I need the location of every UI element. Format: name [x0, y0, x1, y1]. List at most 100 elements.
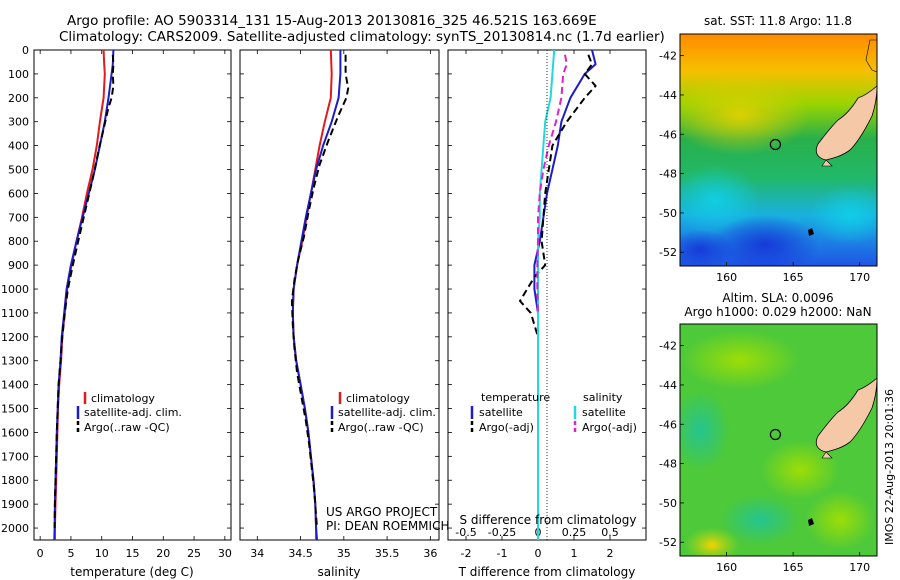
depth-tick-label: 2000 [1, 522, 29, 535]
sla-map-frame [679, 323, 878, 557]
map-y-tick-label: -46 [659, 128, 677, 141]
timestamp-watermark: IMOS 22-Aug-2013 20:01:36 [883, 389, 896, 545]
argo-location-marker [769, 138, 782, 151]
x-tick-label: 5 [67, 547, 74, 560]
depth-tick-label: 500 [8, 164, 29, 177]
depth-tick-label: 300 [8, 116, 29, 129]
map-x-tick-label: 165 [783, 271, 804, 284]
x-tick-label: 10 [95, 547, 109, 560]
series-line-satellite-adj-clim- [291, 50, 342, 541]
series-line-temperature-satellite [533, 49, 597, 540]
land-shape [815, 324, 877, 453]
map-y-tick-label: -50 [659, 207, 677, 220]
x-tick-label: 34.5 [288, 547, 313, 560]
x-tick-label: -2 [461, 547, 472, 560]
x-tick-label: 2 [607, 547, 614, 560]
map-x-tick-label: 170 [849, 271, 870, 284]
series-line-argo-raw-qc- [290, 54, 350, 529]
project-credit-line2: PI: DEAN ROEMMICH [326, 519, 449, 533]
depth-tick-label: 800 [8, 235, 29, 248]
map-y-tick-label: -48 [659, 168, 677, 181]
depth-tick-label: 1500 [1, 403, 29, 416]
map-y-tick-label: -46 [659, 418, 677, 431]
depth-tick-label: 600 [8, 187, 29, 200]
map-y-tick-label: -52 [659, 536, 677, 549]
depth-tick-label: 1700 [1, 450, 29, 463]
sst-map [680, 34, 877, 266]
depth-tick-label: 1600 [1, 426, 29, 439]
chart-title-line2: Climatology: CARS2009. Satellite-adjuste… [59, 29, 665, 45]
legend-temp-argo-label: Argo(-adj) [479, 421, 534, 434]
depth-tick-label: 400 [8, 140, 29, 153]
depth-tick-label: 700 [8, 211, 29, 224]
x-tick-label: 35.5 [375, 547, 400, 560]
map-y-tick-label: -42 [659, 50, 677, 63]
series-line-temperature-argo-adj- [519, 54, 597, 528]
x-tick-label: 35 [337, 547, 351, 560]
sla-map-title-line2: Argo h1000: 0.029 h2000: NaN [684, 305, 871, 319]
legend-temperature-head: temperature [481, 391, 550, 404]
series-line-argo-raw-qc- [53, 54, 115, 529]
depth-tick-label: 1100 [1, 307, 29, 320]
map-y-tick-label: -52 [659, 246, 677, 259]
legend-climatology-label: climatology [91, 392, 155, 405]
temperature-panel [33, 49, 232, 541]
map-x-tick-label: 165 [783, 561, 804, 574]
salinity-xlabel: salinity [317, 565, 360, 579]
sla-map-title-line1: Altim. SLA: 0.0096 [722, 291, 833, 305]
legend-satellite-label: satellite-adj. clim. [84, 406, 182, 419]
x-tick-label: 20 [156, 547, 170, 560]
depth-tick-label: 100 [8, 68, 29, 81]
map-x-tick-label: 160 [716, 271, 737, 284]
sla-map [680, 324, 877, 556]
depth-tick-label: 0 [22, 44, 29, 57]
salinity-legend: climatology satellite-adj. clim. Argo(..… [330, 392, 436, 434]
sst-map-title: sat. SST: 11.8 Argo: 11.8 [704, 14, 852, 28]
temperature-xlabel: temperature (deg C) [70, 565, 193, 579]
sst-map-ticks: 160 165 170 -42 -44 -46 -48 -50 -52 [659, 50, 870, 284]
profile-lines [53, 49, 597, 541]
legend-sal-satellite-label: satellite [582, 406, 626, 419]
map-y-tick-label: -48 [659, 458, 677, 471]
depth-tick-label: 900 [8, 259, 29, 272]
x-tick-label: 36 [423, 547, 437, 560]
salinity-panel [239, 49, 440, 541]
legend-satellite-label: satellite-adj. clim. [338, 406, 436, 419]
legend-argo-label: Argo(..raw -QC) [338, 421, 424, 434]
x-tick-label: -1 [497, 547, 508, 560]
s-diff-tick-label: -0.5 [455, 526, 476, 539]
depth-tick-label: 1400 [1, 379, 29, 392]
temperature-legend: climatology satellite-adj. clim. Argo(..… [76, 392, 182, 434]
series-line-salinity-satellite [537, 49, 556, 540]
project-credit-line1: US ARGO PROJECT [326, 505, 438, 519]
s-diff-tick-label: 0.5 [601, 526, 619, 539]
argo-location-marker [769, 428, 782, 441]
land-shape [815, 34, 877, 161]
s-diff-tick-label: 0.25 [562, 526, 587, 539]
depth-tick-label: 200 [8, 92, 29, 105]
difference-xlabel-top: S difference from climatology [460, 513, 637, 527]
x-tick-label: 34 [250, 547, 264, 560]
chart-title-line1: Argo profile: AO 5903314_131 15-Aug-2013… [67, 13, 597, 29]
series-line-salinity-argo-adj- [536, 54, 568, 313]
x-tick-label: 30 [218, 547, 232, 560]
map-y-tick-label: -50 [659, 497, 677, 510]
legend-sal-argo-label: Argo(-adj) [582, 421, 637, 434]
map-y-tick-label: -44 [659, 379, 677, 392]
axis-ticks: 0100200300400500600700800900100011001200… [1, 44, 646, 560]
difference-xlabel-bottom: T difference from climatology [458, 565, 636, 579]
depth-tick-label: 1900 [1, 498, 29, 511]
x-tick-label: 25 [187, 547, 201, 560]
map-y-tick-label: -42 [659, 340, 677, 353]
depth-tick-label: 1800 [1, 474, 29, 487]
legend-temp-satellite-label: satellite [479, 406, 523, 419]
difference-legend: temperature salinity satellite Argo(-adj… [470, 391, 637, 434]
legend-salinity-head: salinity [583, 391, 623, 404]
difference-panel [447, 49, 647, 541]
x-tick-label: 1 [571, 547, 578, 560]
x-tick-label: 0 [535, 547, 542, 560]
map-x-tick-label: 160 [716, 561, 737, 574]
legend-climatology-label: climatology [346, 392, 410, 405]
x-tick-label: 0 [37, 547, 44, 560]
map-y-tick-label: -44 [659, 89, 677, 102]
